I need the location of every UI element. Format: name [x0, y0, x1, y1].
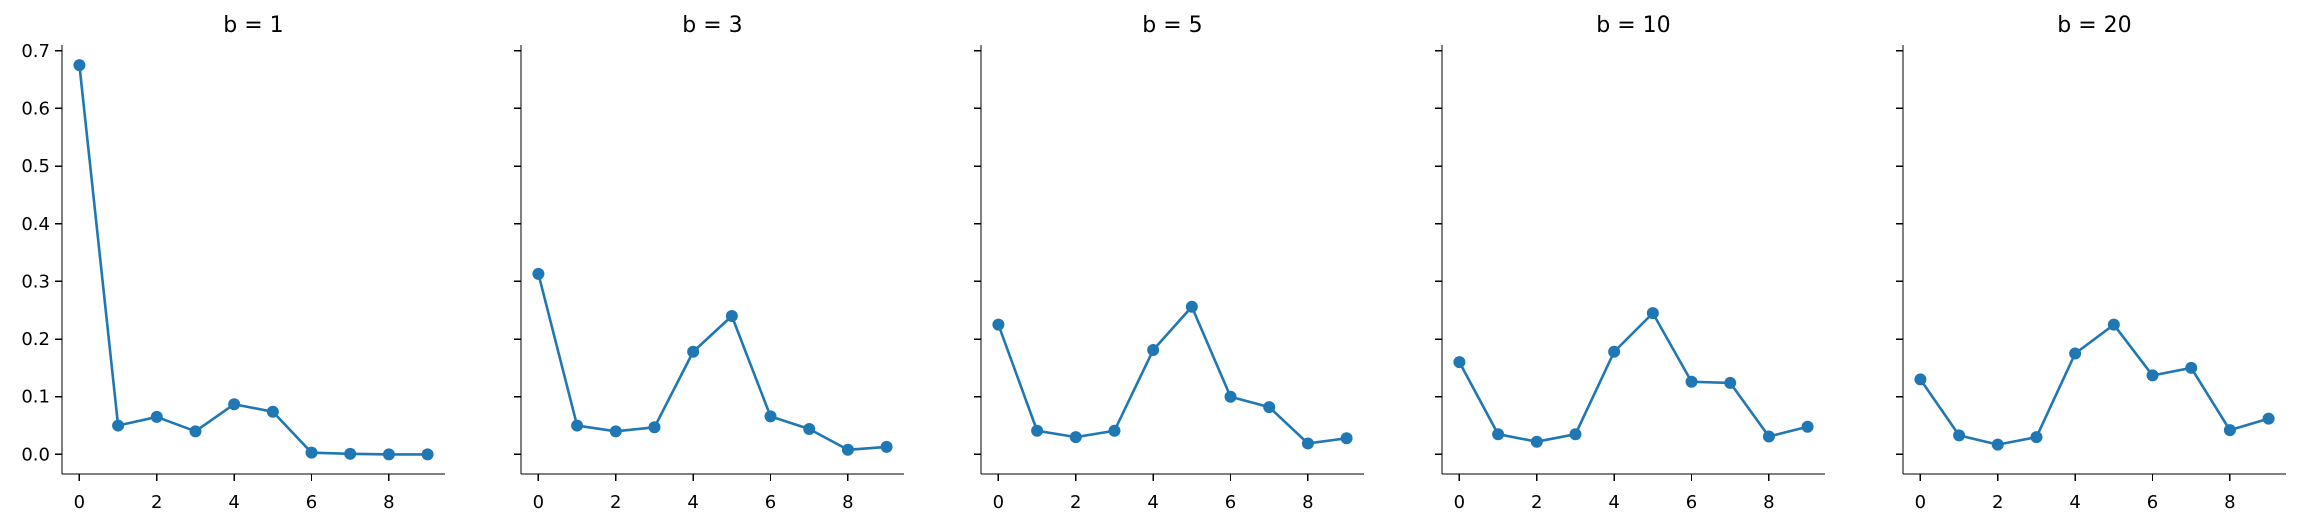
data-point	[992, 318, 1005, 331]
data-point	[725, 310, 738, 323]
chart-panel-1: b = 1 0.0 0.1 0.2 0.3 0.4 0.5 0.6 0.7 0 2 4 6 8	[21, 13, 445, 513]
panel-title: b = 10	[1596, 13, 1670, 38]
series-line	[1919, 323, 2270, 446]
data-point	[1340, 432, 1353, 445]
x-tick-label: 6	[2147, 492, 2158, 513]
data-point	[1492, 428, 1505, 441]
data-point	[344, 447, 357, 460]
x-tick-label: 6	[765, 492, 776, 513]
data-point	[382, 448, 395, 461]
data-point	[1991, 438, 2004, 451]
data-point	[1685, 375, 1698, 388]
data-point	[2223, 424, 2236, 437]
data-point	[2262, 412, 2275, 425]
chart-panel-2: b = 3 0 2 4 6 8	[514, 13, 904, 513]
data-point	[609, 425, 622, 438]
x-tick-label: 0	[1915, 492, 1926, 513]
y-tick-label: 0.7	[21, 41, 50, 62]
data-point	[1108, 424, 1121, 437]
x-tick-label: 8	[842, 492, 853, 513]
data-point	[1069, 431, 1082, 444]
x-tick-label: 4	[1147, 492, 1158, 513]
data-point	[189, 425, 202, 438]
panel-title: b = 3	[682, 13, 742, 38]
x-tick-label: 0	[533, 492, 544, 513]
x-tick-label: 6	[1225, 492, 1236, 513]
data-point	[305, 446, 318, 459]
data-point	[1530, 435, 1543, 448]
series-line	[78, 63, 429, 456]
data-point	[73, 59, 86, 72]
panel-title: b = 1	[223, 13, 283, 38]
x-tick-label: 4	[2069, 492, 2080, 513]
data-point	[1224, 390, 1237, 403]
data-point	[1724, 376, 1737, 389]
x-tick-label: 0	[74, 492, 85, 513]
panel-title: b = 5	[1142, 13, 1202, 38]
data-point	[1953, 429, 1966, 442]
x-tick-label: 4	[1608, 492, 1619, 513]
data-point	[1453, 356, 1466, 369]
x-tick-label: 6	[1686, 492, 1697, 513]
y-tick-label: 0.4	[21, 214, 50, 235]
y-tick-label: 0.0	[21, 444, 50, 465]
data-point	[2146, 369, 2159, 382]
x-tick-label: 0	[993, 492, 1004, 513]
data-point	[2069, 347, 2082, 360]
series-line	[1458, 311, 1809, 444]
data-point	[112, 419, 125, 432]
data-point	[2185, 361, 2198, 374]
y-tick-label: 0.3	[21, 271, 50, 292]
chart-panel-5: b = 20 0 2 4 6 8	[1896, 13, 2286, 513]
data-point	[150, 410, 163, 423]
x-tick-label: 2	[1531, 492, 1542, 513]
data-point	[2030, 431, 2043, 444]
x-tick-label: 2	[1992, 492, 2003, 513]
x-tick-label: 8	[1763, 492, 1774, 513]
data-point	[1147, 344, 1160, 357]
chart-panel-4: b = 10 0 2 4 6 8	[1435, 13, 1825, 513]
panel-title: b = 20	[2057, 13, 2131, 38]
data-point	[1263, 401, 1276, 414]
data-point	[841, 443, 854, 456]
x-tick-label: 4	[228, 492, 239, 513]
y-tick-label: 0.5	[21, 156, 50, 177]
data-point	[803, 423, 816, 436]
y-tick-label: 0.1	[21, 387, 50, 408]
series-line	[537, 272, 888, 452]
x-tick-label: 8	[2224, 492, 2235, 513]
y-tick-label: 0.2	[21, 329, 50, 350]
data-point	[266, 405, 279, 418]
data-point	[1031, 424, 1044, 437]
series-line	[997, 305, 1348, 445]
data-point	[1646, 307, 1659, 320]
x-tick-label: 4	[687, 492, 698, 513]
data-point	[764, 410, 777, 423]
data-point	[1608, 345, 1621, 358]
data-point	[1301, 437, 1314, 450]
x-tick-label: 6	[306, 492, 317, 513]
data-point	[1801, 420, 1814, 433]
data-point	[1914, 373, 1927, 386]
data-point	[532, 267, 545, 280]
data-point	[1762, 430, 1775, 443]
chart-panel-3: b = 5 0 2 4 6 8	[974, 13, 1364, 513]
data-point	[1569, 428, 1582, 441]
x-tick-label: 2	[610, 492, 621, 513]
x-tick-label: 2	[151, 492, 162, 513]
x-tick-label: 2	[1070, 492, 1081, 513]
data-point	[2107, 318, 2120, 331]
y-tick-label: 0.6	[21, 98, 50, 119]
data-point	[687, 345, 700, 358]
data-point	[648, 421, 661, 434]
data-point	[228, 398, 241, 411]
data-point	[421, 448, 434, 461]
data-point	[880, 440, 893, 453]
data-point	[1185, 300, 1198, 313]
data-point	[571, 419, 584, 432]
x-tick-label: 8	[383, 492, 394, 513]
x-tick-label: 0	[1454, 492, 1465, 513]
x-tick-label: 8	[1302, 492, 1313, 513]
